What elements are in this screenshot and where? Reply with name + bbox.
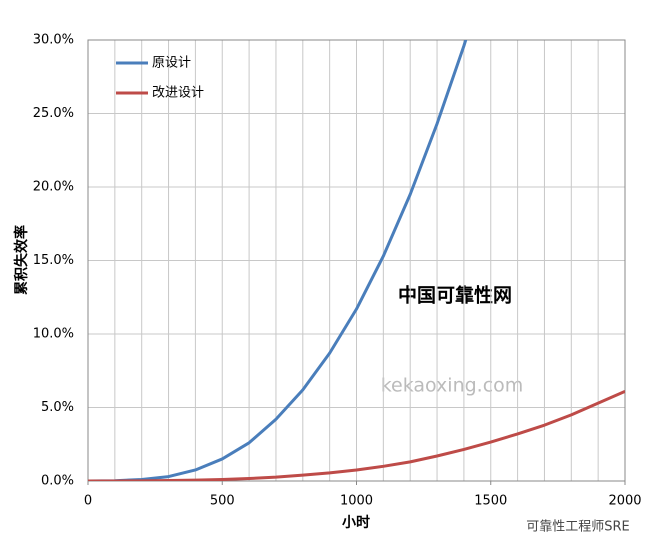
x-tick-label: 1500	[474, 494, 507, 509]
y-tick-label: 30.0%	[33, 33, 74, 48]
watermark: 中国可靠性网	[398, 284, 512, 307]
y-tick-label: 10.0%	[33, 327, 74, 342]
x-axis-label: 小时	[342, 514, 370, 531]
y-tick-label: 25.0%	[33, 106, 74, 121]
legend-label: 原设计	[152, 56, 191, 71]
x-tick-label: 1000	[340, 494, 373, 509]
series-line	[88, 40, 468, 481]
watermark: 可靠性工程师SRE	[526, 520, 630, 535]
legend-label: 改进设计	[152, 86, 204, 101]
y-axis-label: 累积失效率	[13, 225, 30, 295]
x-tick-label: 500	[210, 494, 235, 509]
x-tick-label: 0	[84, 494, 92, 509]
x-tick-label: 2000	[608, 494, 641, 509]
y-tick-label: 5.0%	[41, 400, 74, 415]
watermark: kekaoxing.com	[381, 375, 524, 397]
y-tick-label: 15.0%	[33, 253, 74, 268]
y-tick-label: 0.0%	[41, 474, 74, 489]
series-line	[88, 389, 625, 481]
plot-area	[88, 40, 625, 481]
y-tick-label: 20.0%	[33, 180, 74, 195]
plot-frame	[87, 39, 626, 482]
